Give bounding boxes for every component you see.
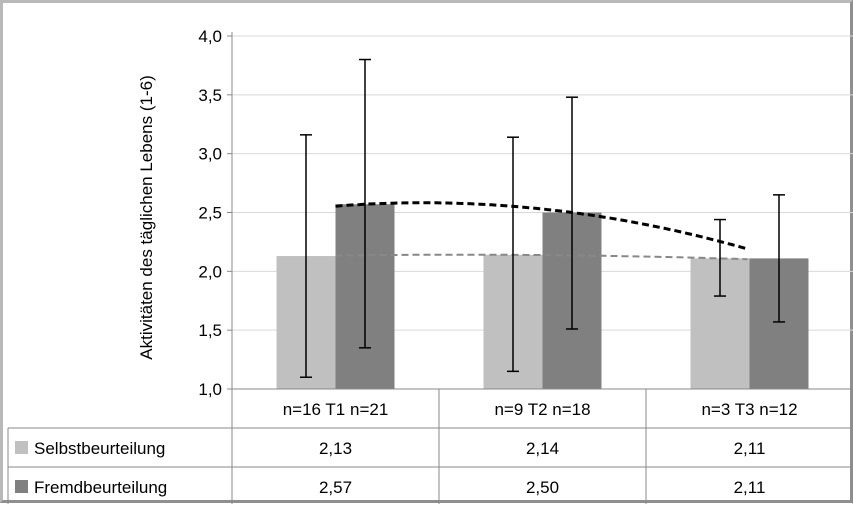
trendline-fremdbeurteilung bbox=[335, 201, 748, 251]
y-tick-label: 3,0 bbox=[198, 145, 222, 164]
data-label: 2,11 bbox=[734, 478, 766, 497]
legend-swatch-selbstbeurteilung bbox=[15, 441, 28, 454]
legend-label-fremdbeurteilung: Fremdbeurteilung bbox=[34, 478, 167, 497]
legend-swatch-fremdbeurteilung bbox=[15, 480, 28, 493]
data-label: 2,50 bbox=[526, 478, 559, 497]
category-label: n=3 T3 n=12 bbox=[701, 400, 797, 419]
error-bars bbox=[300, 58, 785, 378]
category-label: n=16 T1 n=21 bbox=[283, 400, 389, 419]
data-table: n=16 T1 n=21 n=9 T2 n=18 n=3 T3 n=12 Selbst… bbox=[7, 388, 853, 504]
trendline-selbstbeurteilung bbox=[335, 253, 748, 261]
y-tick-label: 2,5 bbox=[198, 204, 222, 223]
legend-label-selbstbeurteilung: Selbstbeurteilung bbox=[34, 439, 165, 458]
chart-svg: 1,0 1,5 2,0 2,5 3,0 3,5 4,0 n=16 T1 n=21 n=9 T2… bbox=[7, 27, 853, 504]
y-tick-label: 2,0 bbox=[198, 262, 222, 281]
y-tick-label: 1,0 bbox=[198, 380, 222, 399]
bars bbox=[276, 204, 809, 389]
data-label: 2,13 bbox=[319, 439, 352, 458]
data-label: 2,14 bbox=[526, 439, 559, 458]
y-tick-label: 3,5 bbox=[198, 86, 222, 105]
y-axis: 1,0 1,5 2,0 2,5 3,0 3,5 4,0 bbox=[198, 27, 233, 399]
category-label: n=9 T2 n=18 bbox=[494, 400, 590, 419]
trendlines bbox=[335, 201, 748, 261]
data-label: 2,57 bbox=[319, 478, 352, 497]
y-tick-label: 1,5 bbox=[198, 321, 222, 340]
y-axis-label: Aktivitäten des täglichen Lebens (1-6) bbox=[137, 75, 156, 359]
data-label: 2,11 bbox=[734, 439, 766, 458]
y-tick-label: 4,0 bbox=[198, 27, 222, 46]
